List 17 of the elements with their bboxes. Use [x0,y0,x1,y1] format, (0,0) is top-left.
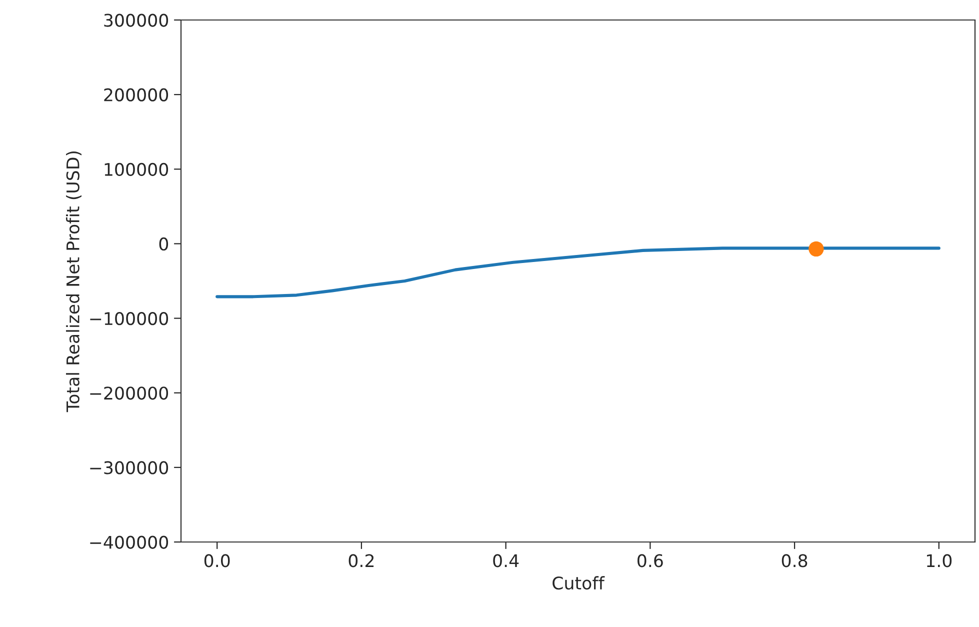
x-tick-label: 0.2 [348,554,374,568]
line-series [216,246,940,298]
x-tick-label: 1.0 [927,554,952,568]
y-tick-label: −100000 [90,312,168,326]
x-tick-label: 0.4 [493,554,519,568]
y-axis-title: Total Realized Net Profit (USD) [66,151,82,412]
y-tick-label: 300000 [104,14,168,27]
y-tick-label: 200000 [104,88,168,102]
x-tick-label: 0.8 [782,554,808,568]
x-tick-label: 0.0 [204,554,230,568]
x-axis-title: Cutoff [552,576,605,590]
y-tick-label: 100000 [104,162,168,176]
y-tick-label: −400000 [90,536,168,549]
y-tick-label: 0 [159,237,168,251]
y-tick-label: −300000 [90,461,168,474]
x-tick-label: 0.6 [638,554,663,568]
y-tick-label: −200000 [90,386,168,400]
